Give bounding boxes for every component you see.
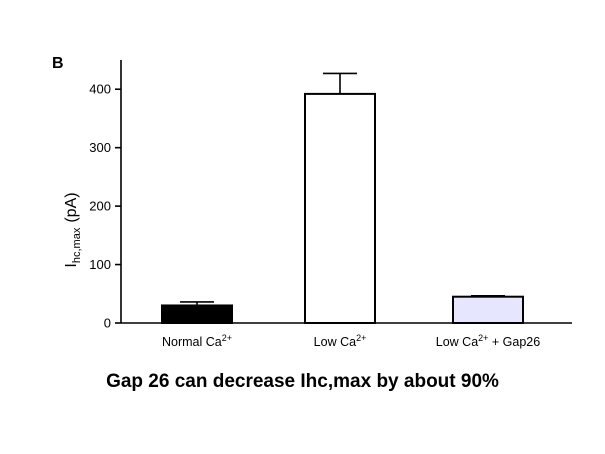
y-tick-label: 300 bbox=[89, 140, 111, 155]
x-tick-labels: Normal Ca2+ Low Ca2+ Low Ca2+ + Gap26 bbox=[162, 333, 540, 349]
x-tick-label-superscript: 2+ bbox=[356, 333, 366, 343]
panel-label: B bbox=[52, 55, 64, 72]
x-tick-label: Low Ca2+ + Gap26 bbox=[436, 333, 540, 349]
caption: Gap 26 can decrease Ihc,max by about 90% bbox=[106, 371, 499, 392]
svg-text:Ihc,max(pA): Ihc,max (pA) bbox=[63, 192, 83, 267]
y-tick-label: 200 bbox=[89, 199, 111, 214]
x-tick-label-superscript: 2+ bbox=[478, 333, 488, 343]
y-tick-label: 0 bbox=[104, 316, 111, 331]
y-tick-label: 400 bbox=[89, 82, 111, 97]
x-tick-label: Low Ca2+ bbox=[314, 333, 367, 349]
x-tick-label-base: Low Ca bbox=[436, 335, 478, 349]
x-tick-label-base: Low Ca bbox=[314, 335, 356, 349]
bar bbox=[161, 304, 233, 325]
bars bbox=[161, 72, 524, 325]
y-tick-label: 100 bbox=[89, 257, 111, 272]
x-tick-label-base: Normal Ca bbox=[162, 335, 222, 349]
x-tick-label-superscript: 2+ bbox=[222, 333, 232, 343]
y-axis-label: Ihc,max (pA) bbox=[63, 192, 83, 267]
bar bbox=[452, 295, 524, 325]
bar bbox=[304, 92, 376, 324]
y-axis-label-subscript: hc,max bbox=[71, 227, 83, 263]
y-axis-label-unit: (pA) bbox=[63, 192, 80, 222]
y-axis-label-main: I bbox=[63, 263, 80, 267]
x-tick-label: Normal Ca2+ bbox=[162, 333, 232, 349]
x-tick-label-suffix: + Gap26 bbox=[488, 335, 540, 349]
